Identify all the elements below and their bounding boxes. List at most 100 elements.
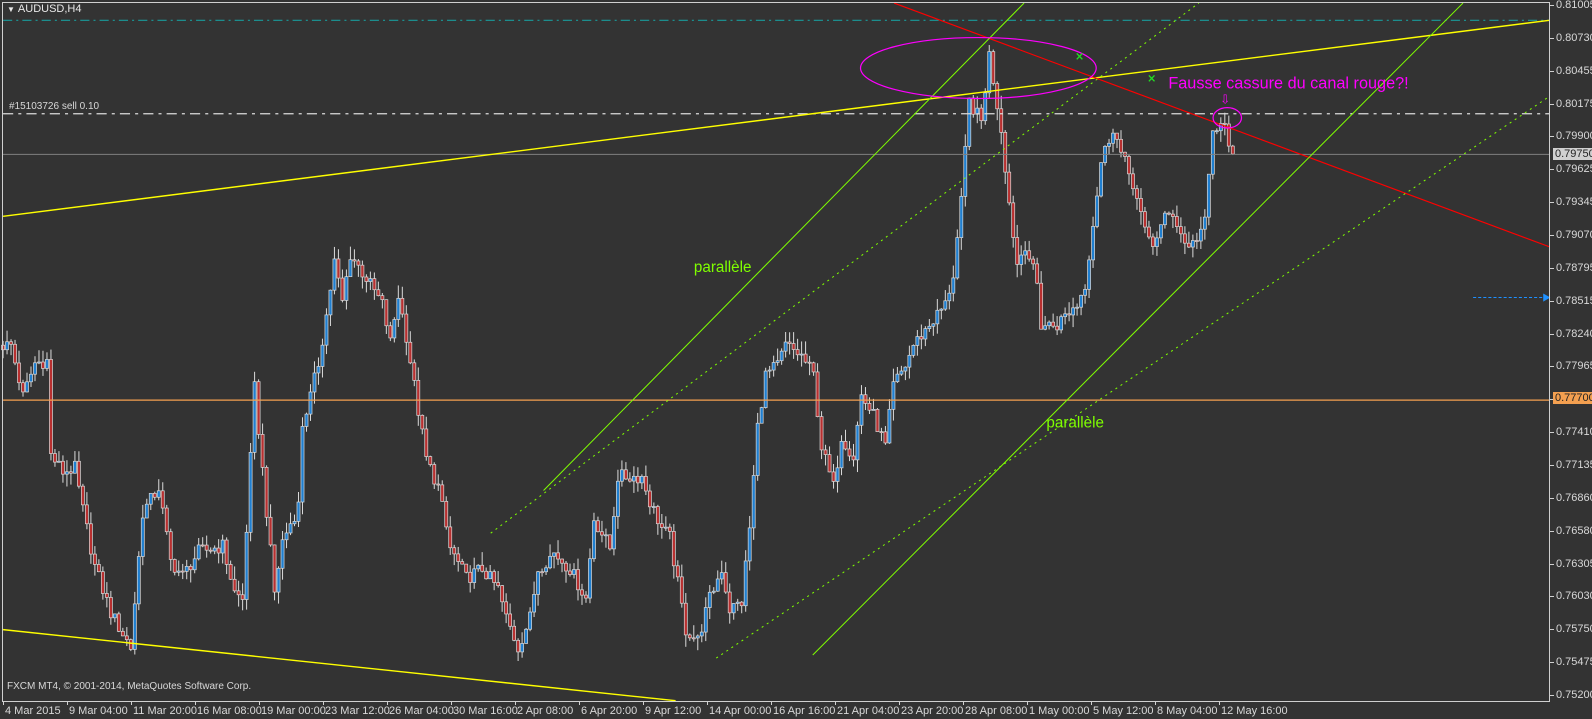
candle — [691, 625, 696, 642]
candle — [1226, 115, 1231, 153]
green-channel-upper[interactable] — [543, 2, 1025, 491]
bear-candle-body — [53, 453, 57, 463]
bear-candle-body — [496, 582, 501, 586]
candle — [675, 560, 680, 582]
time-tick-label: 8 May 04:00 — [1157, 705, 1218, 717]
bull-candle-body — [316, 366, 321, 374]
candle — [392, 317, 397, 343]
bull-candle-body — [25, 381, 29, 393]
bear-candle-body — [584, 594, 588, 599]
candle — [931, 323, 936, 336]
candle — [1039, 271, 1044, 330]
bear-candle-body — [108, 597, 113, 619]
candle — [460, 558, 465, 565]
annotation-note[interactable]: Fausse cassure du canal rouge?! — [1168, 74, 1408, 92]
bull-candle-body — [196, 544, 201, 560]
bear-candle-body — [224, 539, 229, 565]
candle — [935, 298, 940, 334]
highlight-ellipse-small[interactable] — [1212, 107, 1243, 129]
candle — [915, 330, 920, 356]
candle — [140, 504, 145, 566]
time-tick-label: 1 May 00:00 — [1029, 705, 1090, 717]
chart-title[interactable]: ▼ AUDUSD,H4 — [7, 3, 82, 16]
bear-candle-body — [508, 613, 513, 627]
green-channel-lower[interactable] — [812, 2, 1464, 656]
candle — [280, 531, 285, 580]
candle — [1023, 241, 1028, 265]
candle — [655, 504, 660, 535]
red-channel-line[interactable] — [893, 2, 1550, 248]
bull-candle-body — [783, 341, 788, 352]
bear-candle-body — [188, 566, 193, 571]
candle — [671, 524, 676, 579]
price-tick-label: 0.77410 — [1556, 426, 1592, 439]
candle — [1007, 163, 1012, 206]
candle — [1111, 128, 1115, 153]
bull-candle-body — [392, 319, 397, 339]
bull-candle-body — [1190, 240, 1195, 248]
price-tick — [1550, 333, 1554, 335]
bull-candle-body — [1111, 132, 1115, 144]
candle — [779, 348, 784, 365]
bull-candle-body — [292, 521, 297, 525]
bear-candle-body — [971, 97, 976, 115]
bull-candle-body — [767, 369, 772, 372]
candle — [819, 411, 824, 460]
bull-candle-body — [640, 476, 644, 484]
bull-candle-body — [855, 424, 860, 461]
bull-candle-body — [112, 613, 117, 619]
bull-candle-body — [136, 556, 141, 605]
parallel-label-2[interactable]: parallèle — [1046, 415, 1104, 432]
green-channel-mid-dotted[interactable] — [490, 2, 1200, 534]
bear-candle-body — [268, 516, 273, 546]
yellow-trendline-upper[interactable] — [2, 19, 1550, 218]
time-tick — [1091, 701, 1092, 705]
bull-candle-body — [65, 471, 69, 475]
parallel-label-1[interactable]: parallèle — [694, 259, 752, 276]
time-tick — [1219, 701, 1220, 705]
bear-candle-body — [1175, 216, 1179, 227]
bull-candle-body — [544, 567, 548, 573]
bull-candle-body — [220, 539, 225, 554]
price-tick — [1550, 103, 1554, 105]
bull-candle-body — [775, 360, 780, 363]
bull-candle-body — [859, 394, 864, 426]
bull-candle-body — [955, 237, 960, 279]
candle — [1131, 167, 1135, 196]
time-tick-label: 16 Apr 16:00 — [773, 705, 836, 717]
candle — [1095, 186, 1099, 229]
candle — [188, 564, 193, 583]
bear-candle-body — [1003, 132, 1008, 173]
bull-candle-body — [57, 460, 61, 463]
bear-candle-body — [1011, 202, 1016, 238]
bear-candle-body — [1039, 282, 1044, 330]
time-tick-label: 21 Apr 04:00 — [837, 705, 900, 717]
bear-candle-body — [408, 341, 413, 364]
candle — [1214, 128, 1219, 135]
candle — [1202, 209, 1207, 240]
candle — [112, 613, 117, 623]
candle — [1031, 256, 1036, 270]
candle — [715, 570, 720, 592]
candle — [1019, 245, 1024, 276]
candle — [699, 624, 704, 643]
highlight-ellipse-top[interactable] — [859, 36, 1097, 100]
candle — [232, 566, 237, 593]
candle — [1063, 307, 1067, 325]
bear-candle-body — [811, 362, 816, 373]
bear-candle-body — [172, 559, 177, 573]
candle — [368, 271, 373, 291]
candle — [743, 550, 748, 612]
price-tick-label: 0.75475 — [1556, 656, 1592, 669]
bear-candle-body — [49, 359, 53, 454]
bull-candle-body — [572, 569, 576, 575]
candle — [628, 472, 632, 483]
dropdown-triangle-icon[interactable]: ▼ — [7, 5, 15, 14]
order-label: #15103726 sell 0.10 — [9, 101, 100, 112]
candle — [983, 88, 988, 125]
time-tick-label: 4 Mar 2015 — [5, 705, 61, 717]
yellow-trendline-lower[interactable] — [2, 628, 676, 702]
bear-candle-body — [787, 341, 792, 344]
bull-candle-body — [911, 345, 916, 356]
